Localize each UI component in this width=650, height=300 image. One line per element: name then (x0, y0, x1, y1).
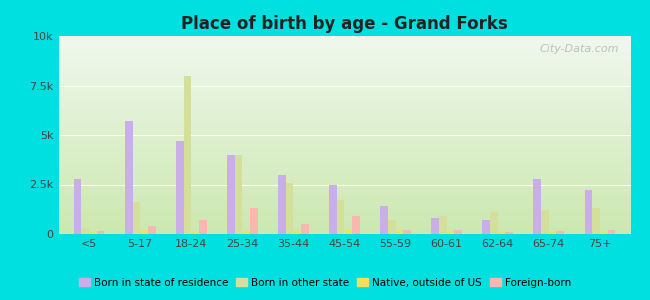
Bar (388, 220, 396, 234)
Bar (482, 220, 490, 234)
Bar (293, 231, 301, 234)
Bar (534, 178, 541, 234)
Bar (549, 232, 556, 234)
Bar (432, 218, 439, 234)
Bar (556, 231, 564, 234)
Bar (250, 208, 257, 234)
Text: City-Data.com: City-Data.com (540, 44, 619, 54)
Bar (199, 220, 207, 234)
Bar (403, 230, 411, 234)
Bar (227, 155, 235, 234)
Bar (97, 231, 105, 234)
Bar (183, 76, 191, 234)
Bar (380, 206, 388, 234)
Bar (608, 230, 615, 234)
Bar (447, 231, 454, 234)
Bar (506, 232, 513, 234)
Bar (286, 182, 293, 234)
Bar (140, 230, 148, 234)
Bar (344, 230, 352, 234)
Bar (541, 210, 549, 234)
Bar (89, 232, 97, 234)
Bar (133, 202, 140, 234)
Bar (396, 231, 403, 234)
Bar (176, 141, 183, 234)
Bar (81, 228, 89, 234)
Bar (439, 216, 447, 234)
Bar (278, 175, 286, 234)
Legend: Born in state of residence, Born in other state, Native, outside of US, Foreign-: Born in state of residence, Born in othe… (75, 274, 575, 292)
Bar (454, 230, 462, 234)
Bar (125, 121, 133, 234)
Bar (235, 155, 242, 234)
Bar (600, 232, 608, 234)
Bar (490, 212, 498, 234)
Bar (584, 190, 592, 234)
Bar (301, 224, 309, 234)
Bar (352, 216, 360, 234)
Bar (498, 232, 505, 234)
Bar (329, 184, 337, 234)
Bar (74, 178, 81, 234)
Title: Place of birth by age - Grand Forks: Place of birth by age - Grand Forks (181, 15, 508, 33)
Bar (148, 226, 155, 234)
Bar (592, 208, 600, 234)
Bar (337, 200, 344, 234)
Bar (242, 231, 250, 234)
Bar (191, 232, 199, 234)
